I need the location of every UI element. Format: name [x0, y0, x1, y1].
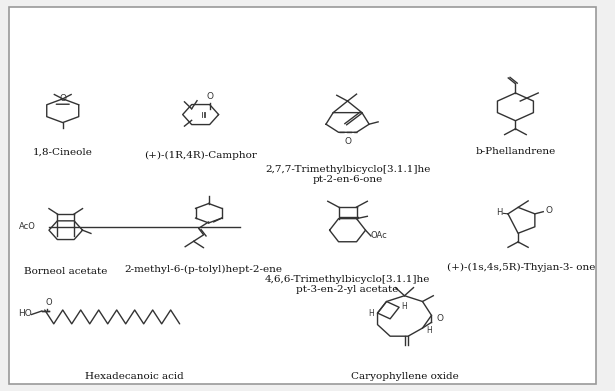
- Text: Borneol acetate: Borneol acetate: [24, 267, 108, 276]
- Text: O: O: [59, 93, 66, 102]
- Text: H: H: [496, 208, 503, 217]
- Text: 1,8-Cineole: 1,8-Cineole: [33, 147, 93, 156]
- Text: O: O: [206, 92, 213, 101]
- Text: 2,7,7-Trimethylbicyclo[3.1.1]he
pt-2-en-6-one: 2,7,7-Trimethylbicyclo[3.1.1]he pt-2-en-…: [265, 165, 430, 184]
- Text: H: H: [401, 301, 407, 310]
- Text: 4,6,6-Trimethylbicyclo[3.1.1]he
pt-3-en-2-yl acetate: 4,6,6-Trimethylbicyclo[3.1.1]he pt-3-en-…: [265, 274, 430, 294]
- Text: (+)-(1s,4s,5R)-Thyjan-3- one: (+)-(1s,4s,5R)-Thyjan-3- one: [447, 263, 595, 272]
- Text: O: O: [46, 298, 52, 307]
- Text: Caryophyllene oxide: Caryophyllene oxide: [351, 371, 458, 380]
- Text: O: O: [344, 137, 351, 146]
- Text: (+)-(1R,4R)-Camphor: (+)-(1R,4R)-Camphor: [144, 151, 257, 160]
- Text: OAc: OAc: [371, 231, 387, 240]
- Text: 2-methyl-6-(p-tolyl)hept-2-ene: 2-methyl-6-(p-tolyl)hept-2-ene: [125, 265, 283, 274]
- Text: AcO: AcO: [18, 222, 36, 231]
- Text: H: H: [426, 326, 432, 335]
- Text: O: O: [546, 206, 553, 215]
- Text: H: H: [368, 308, 374, 317]
- FancyBboxPatch shape: [9, 7, 597, 384]
- Text: b-Phellandrene: b-Phellandrene: [475, 147, 555, 156]
- Text: O: O: [437, 314, 444, 323]
- Text: HO: HO: [18, 309, 31, 318]
- Text: Hexadecanoic acid: Hexadecanoic acid: [85, 371, 184, 380]
